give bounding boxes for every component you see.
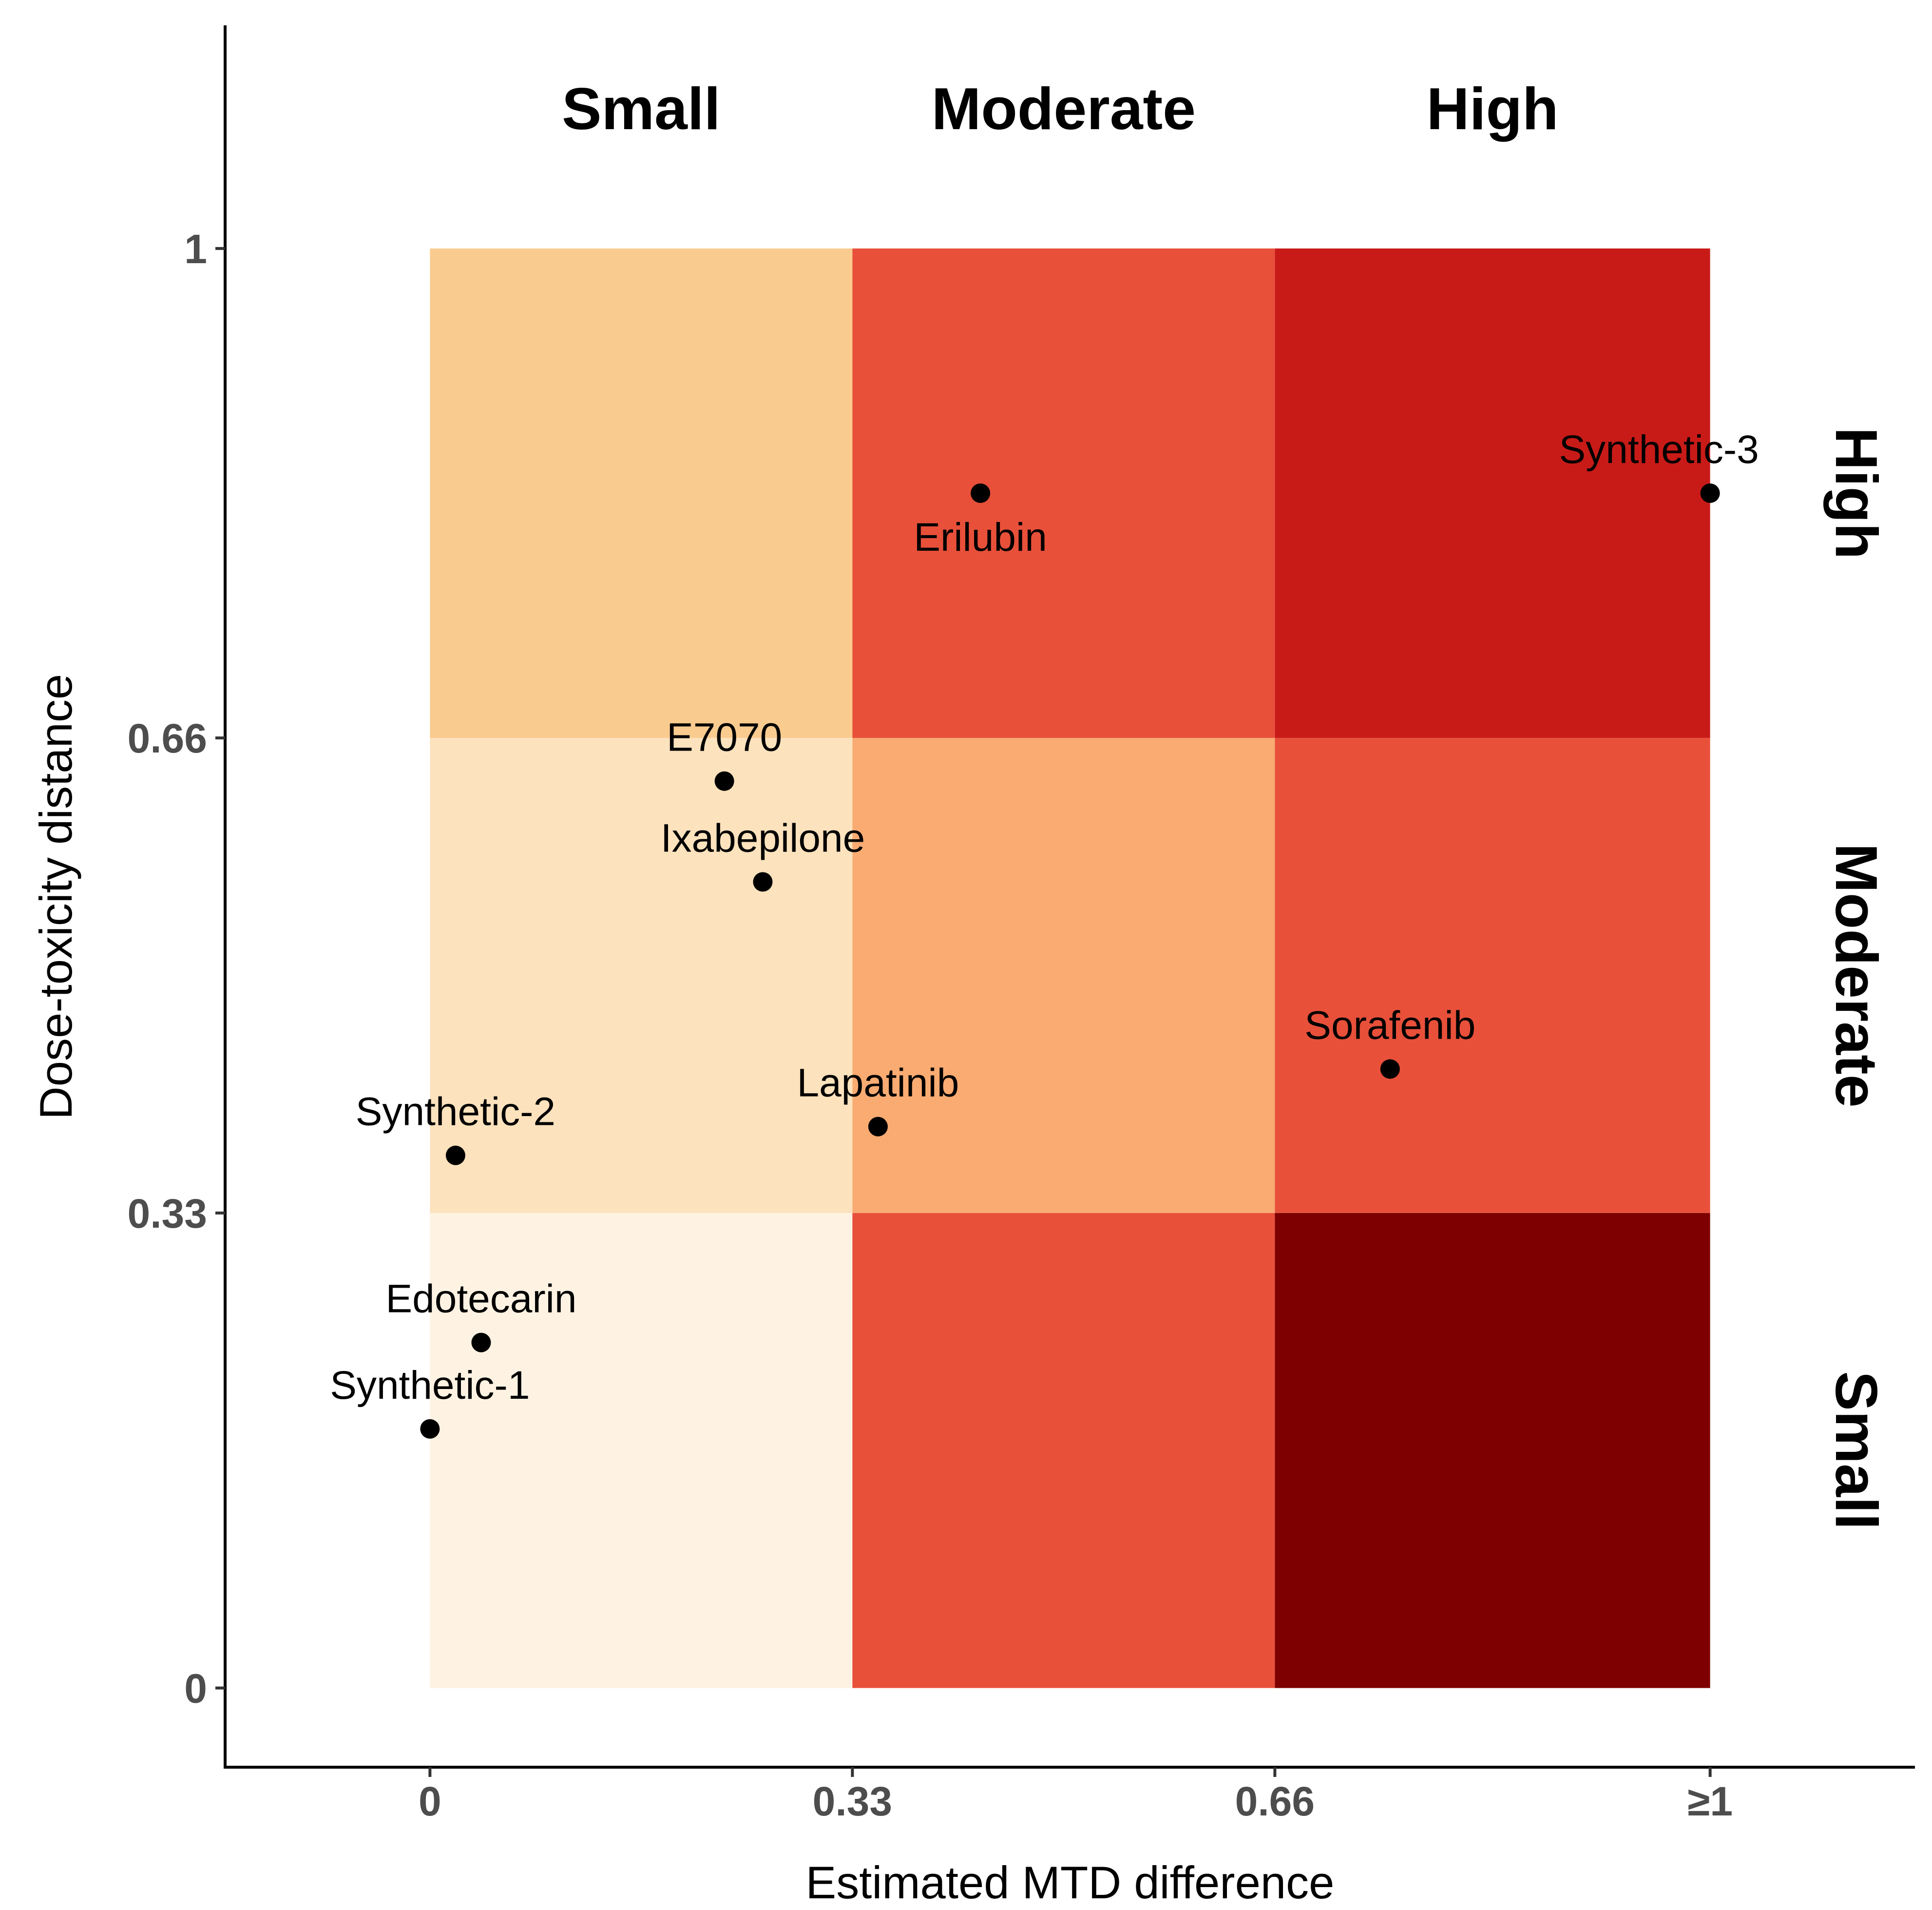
- heatmap-cell-1: [852, 1213, 1275, 1688]
- point-label-sorafenib: Sorafenib: [1304, 1003, 1475, 1047]
- point-erilubin: [971, 483, 991, 503]
- x-axis-title: Estimated MTD difference: [806, 1857, 1335, 1908]
- heatmap-cell-6: [430, 248, 853, 738]
- column-header-high: High: [1426, 76, 1558, 142]
- point-label-erilubin: Erilubin: [914, 515, 1047, 559]
- y-tick-label-1: 0.33: [128, 1191, 208, 1236]
- point-synthetic-3: [1700, 483, 1720, 503]
- data-points: Synthetic-1 Edotecarin Synthetic-2 Lapatini…: [330, 427, 1759, 1439]
- point-e7070: [714, 771, 734, 791]
- row-header-small: Small: [1823, 1371, 1890, 1530]
- point-synthetic-2: [445, 1145, 465, 1165]
- point-label-synthetic-2: Synthetic-2: [356, 1090, 555, 1134]
- heatmap-cell-7: [852, 248, 1275, 738]
- point-lapatinib: [868, 1117, 888, 1137]
- point-synthetic-1: [420, 1419, 440, 1439]
- zone-headers: Small Moderate High High Moderate Small: [562, 76, 1890, 1530]
- point-label-synthetic-3: Synthetic-3: [1559, 427, 1759, 472]
- heatmap-cell-4: [852, 738, 1275, 1213]
- x-tick-label-1: 0.33: [813, 1778, 893, 1824]
- point-label-edotecarin: Edotecarin: [385, 1277, 576, 1321]
- heatmap-cell-3: [430, 738, 853, 1213]
- point-label-ixabepilone: Ixabepilone: [661, 816, 865, 860]
- point-label-synthetic-1: Synthetic-1: [330, 1363, 530, 1408]
- axes: [224, 25, 1915, 1769]
- heatmap-cell-0: [430, 1213, 853, 1688]
- heatmap-cells: [430, 248, 1710, 1688]
- heatmap-cell-5: [1275, 738, 1710, 1213]
- point-sorafenib: [1380, 1059, 1400, 1079]
- y-tick-label-0: 0: [184, 1666, 207, 1712]
- point-edotecarin: [471, 1332, 491, 1352]
- y-axis-title: Dose-toxicity distance: [30, 674, 81, 1119]
- heatmap-cell-2: [1275, 1213, 1710, 1688]
- x-tick-label-0: 0: [419, 1778, 441, 1824]
- column-header-small: Small: [562, 76, 721, 142]
- y-tick-label-2: 0.66: [128, 715, 208, 761]
- row-header-moderate: Moderate: [1823, 843, 1890, 1107]
- point-label-e7070: E7070: [667, 715, 782, 760]
- y-tick-label-3: 1: [184, 226, 207, 272]
- row-header-high: High: [1823, 427, 1890, 559]
- point-label-lapatinib: Lapatinib: [797, 1061, 959, 1105]
- point-ixabepilone: [753, 872, 773, 892]
- heatmap-cell-8: [1275, 248, 1710, 738]
- x-tick-label-2: 0.66: [1235, 1778, 1315, 1824]
- axis-ticks: 0 0.33 0.66 ≥1 0 0.33 0.66 1: [128, 226, 1733, 1824]
- column-header-moderate: Moderate: [932, 76, 1196, 142]
- x-tick-label-3: ≥1: [1687, 1778, 1733, 1824]
